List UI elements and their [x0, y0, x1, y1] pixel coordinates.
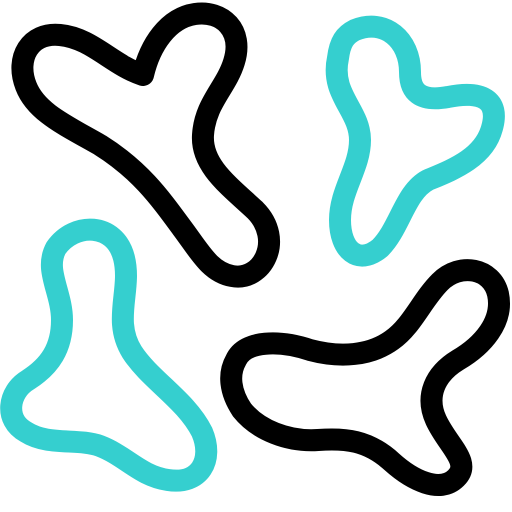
blob-top-left-icon	[11, 2, 280, 288]
blob-bottom-right-icon	[220, 259, 510, 496]
blob-top-right-icon	[325, 15, 505, 267]
blob-bottom-left-icon	[0, 218, 218, 492]
